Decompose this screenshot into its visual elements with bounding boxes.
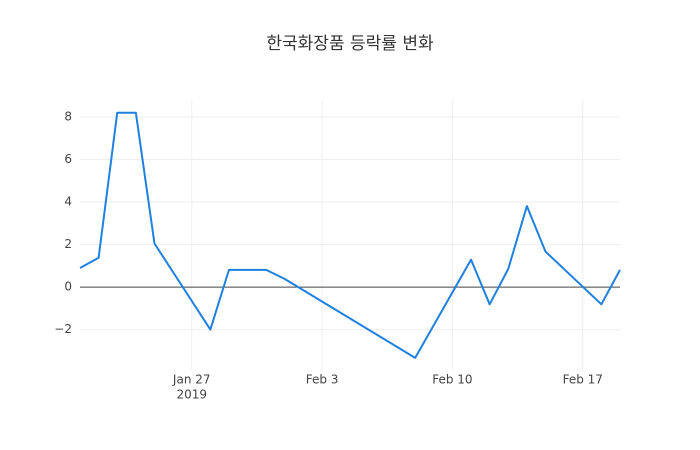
data-line (79, 111, 621, 359)
x-tick-label: Feb 10 (432, 373, 472, 387)
y-tick-label: 4 (64, 195, 72, 209)
x-tick-label: Feb 17 (563, 373, 603, 387)
chart-title: 한국화장품 등락률 변화 (266, 34, 434, 54)
y-tick-label: 6 (64, 152, 72, 166)
x-tick-label: Feb 3 (306, 373, 339, 387)
y-tick-label: −2 (54, 322, 72, 336)
y-tick-label: 2 (64, 237, 72, 251)
y-tick-label: 0 (64, 280, 72, 294)
x-year-label: 2019 (176, 388, 207, 402)
y-tick-label: 8 (64, 110, 72, 124)
x-tick-label: Jan 27 (172, 373, 211, 387)
